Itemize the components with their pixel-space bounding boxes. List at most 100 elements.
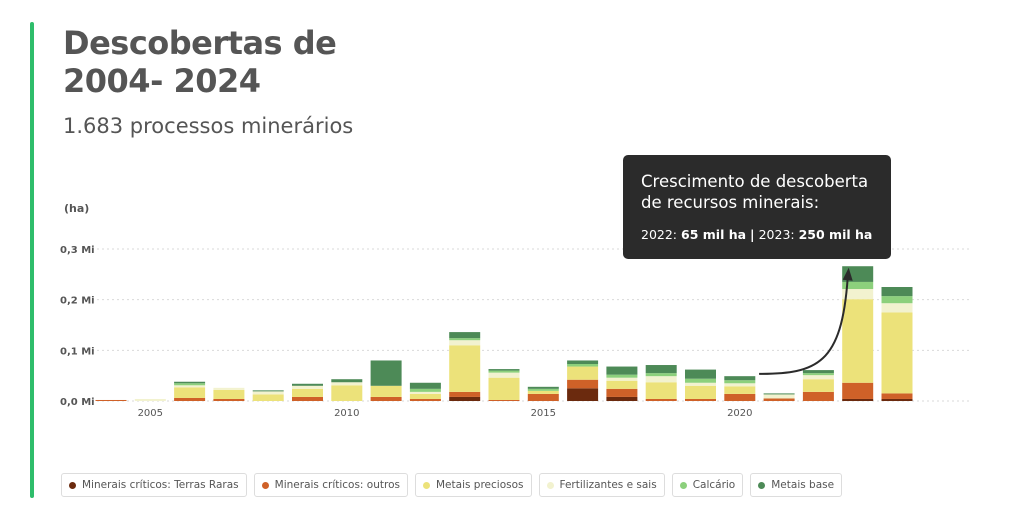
bar-segment (213, 389, 245, 399)
bar-segment (606, 377, 638, 381)
legend-item[interactable]: Minerais críticos: Terras Raras (61, 473, 247, 497)
bar-segment (292, 396, 323, 401)
bar-segment (331, 382, 363, 386)
bar-segment (488, 369, 520, 371)
bar-segment (527, 393, 559, 401)
bar-segment (881, 287, 913, 297)
bar-segment (134, 398, 166, 401)
bar-segment (409, 391, 441, 394)
page-title: Descobertas de 2004- 2024 (63, 24, 423, 100)
bar-segment (645, 376, 677, 383)
bar-segment (527, 386, 559, 389)
bar-segment (881, 398, 913, 401)
page-subtitle: 1.683 processos minerários (63, 114, 354, 138)
bar-segment (174, 397, 206, 401)
bar-segment (802, 375, 834, 380)
bar-segment (724, 380, 756, 384)
bar-segment (527, 388, 559, 391)
bar-segment (842, 382, 874, 399)
bar-segment (292, 388, 323, 397)
bar-segment (449, 396, 481, 401)
bar-segment (252, 390, 284, 392)
y-tick-label: 0,0 Mi (60, 397, 95, 408)
legend-swatch (261, 481, 269, 489)
callout-arrowhead (842, 267, 853, 281)
legend-swatch (679, 481, 687, 489)
bar-segment (213, 398, 245, 401)
bar-segment (881, 303, 913, 313)
bar-segment (174, 383, 206, 386)
bar-segment (802, 379, 834, 392)
bar-segment (409, 382, 441, 389)
bar-segment (881, 296, 913, 304)
y-axis-label: (ha) (64, 202, 89, 215)
bar-segment (567, 360, 599, 365)
bar-segment (763, 394, 795, 399)
bar-segment (331, 379, 363, 383)
legend-item[interactable]: Fertilizantes e sais (538, 473, 665, 497)
x-tick-label: 2020 (727, 408, 752, 419)
bar-segment (292, 383, 323, 386)
x-tick-label: 2005 (138, 408, 163, 419)
bar-segment (488, 370, 520, 373)
bar-segment (527, 390, 559, 394)
bar-segment (449, 340, 481, 346)
bar-segment (763, 393, 795, 395)
callout-stats: 2022: 65 mil ha | 2023: 250 mil ha (641, 227, 873, 242)
bar-segment (842, 281, 874, 290)
legend-item[interactable]: Metais preciosos (415, 473, 532, 497)
legend-label: Calcário (692, 479, 736, 491)
bar-segment (567, 388, 599, 401)
bar-segment (645, 382, 677, 399)
bar-segment (724, 386, 756, 394)
bar-segment (763, 398, 795, 401)
legend-label: Minerais críticos: Terras Raras (82, 479, 239, 491)
bar-segment (370, 385, 402, 397)
callout-year-b-label: 2023: (758, 227, 795, 242)
bar-segment (645, 373, 677, 377)
bar-segment (842, 299, 874, 383)
bar-segment (488, 372, 520, 378)
bar-segment (95, 399, 127, 401)
bar-segment (685, 385, 716, 399)
bar-segment (252, 391, 284, 395)
bar-segment (213, 387, 245, 390)
callout-separator: | (750, 227, 755, 242)
bar-segment (645, 365, 677, 374)
bar-segment (488, 399, 520, 401)
bar-segment (449, 338, 481, 341)
bar-segment (449, 332, 481, 339)
bar-segment (685, 378, 716, 383)
legend-label: Metais base (771, 479, 835, 491)
bar-segment (449, 391, 481, 397)
legend-item[interactable]: Calcário (671, 473, 744, 497)
bar-segment (174, 387, 206, 398)
bar-segment (881, 312, 913, 394)
bar-segment (370, 396, 402, 401)
callout-arrow (759, 277, 849, 375)
x-tick-label: 2015 (531, 408, 556, 419)
callout-year-b-value: 250 mil ha (798, 227, 873, 242)
bar-segment (842, 289, 874, 300)
bar-segment (881, 393, 913, 399)
bar-segment (802, 373, 834, 376)
legend-item[interactable]: Minerais críticos: outros (253, 473, 408, 497)
bar-segment (685, 398, 716, 401)
bar-segment (724, 393, 756, 401)
bar-segment (606, 366, 638, 375)
bar-segment (370, 360, 402, 386)
bar-segment (685, 382, 716, 386)
legend-swatch (423, 481, 430, 489)
bar-segment (685, 369, 716, 379)
bar-segment (252, 394, 284, 401)
y-tick-label: 0,2 Mi (60, 296, 95, 307)
bar-segment (842, 398, 874, 401)
y-tick-label: 0,3 Mi (60, 245, 95, 256)
legend-item[interactable]: Metais base (750, 473, 843, 497)
bar-segment (409, 393, 441, 399)
bar-segment (292, 385, 323, 389)
title-line-1: Descobertas de (63, 24, 337, 62)
bar-segment (567, 366, 599, 380)
